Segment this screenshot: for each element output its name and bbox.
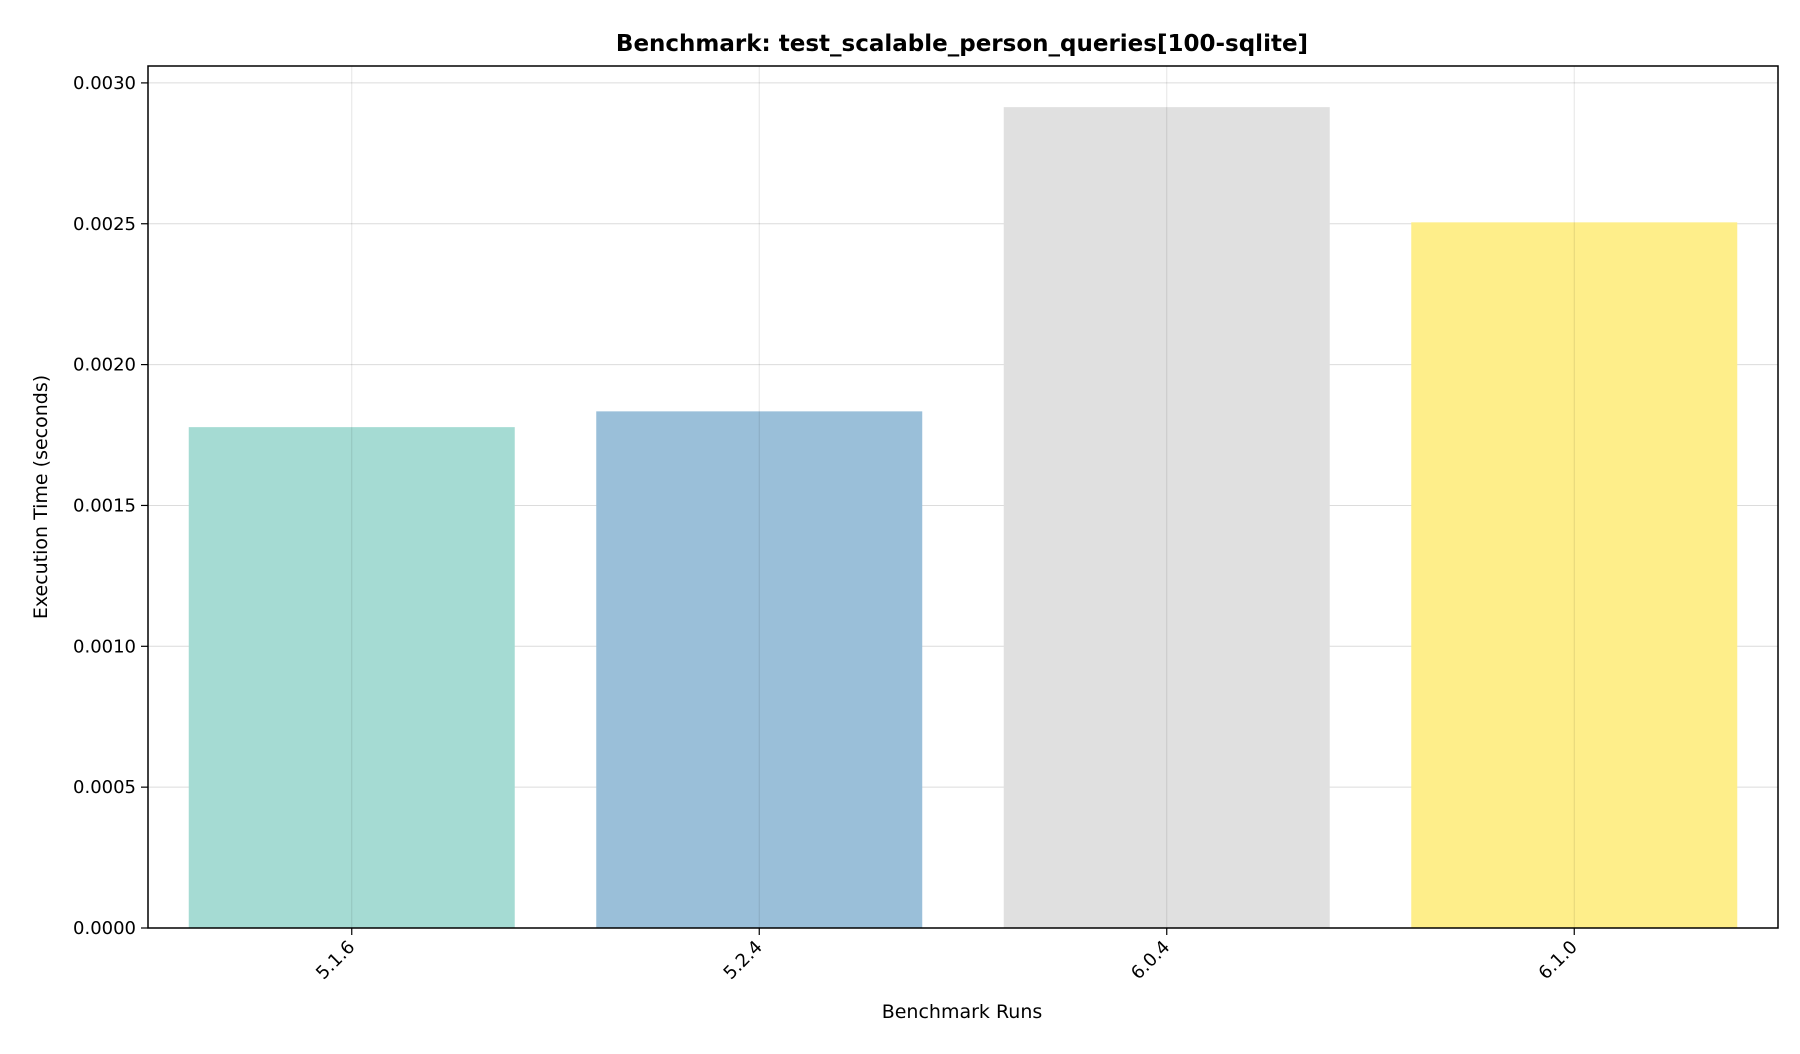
x-tick-label: 5.1.6: [312, 937, 359, 984]
x-axis-ticks: 5.1.6 5.2.4 6.0.4 6.1.0: [312, 928, 1582, 984]
x-axis-label: Benchmark Runs: [882, 1001, 1043, 1023]
plot-frame: [147, 65, 1779, 929]
bar-5-1-6: [188, 427, 515, 928]
y-tick-label: 0.0005: [73, 777, 136, 798]
x-tick-label: 6.1.0: [1535, 937, 1582, 984]
chart-title: Benchmark: test_scalable_person_queries[…: [616, 31, 1308, 57]
y-axis-ticks: 0.0000 0.0005 0.0010 0.0015 0.0020 0.0025 0.00…: [73, 73, 148, 939]
bar-6-0-4: [1003, 107, 1330, 928]
x-tick-label: 5.2.4: [720, 937, 767, 984]
bar-6-1-0: [1411, 222, 1738, 928]
y-tick-label: 0.0000: [73, 918, 136, 939]
y-tick-label: 0.0015: [73, 495, 136, 516]
y-axis-label: Execution Time (seconds): [30, 375, 52, 619]
y-tick-label: 0.0030: [73, 73, 136, 94]
y-tick-label: 0.0025: [73, 214, 136, 235]
y-tick-label: 0.0020: [73, 355, 136, 376]
bars: [188, 107, 1738, 928]
y-tick-label: 0.0010: [73, 636, 136, 657]
x-tick-label: 6.0.4: [1127, 937, 1174, 984]
bar-5-2-4: [596, 411, 923, 928]
vertical-grid-lines: [351, 66, 1575, 928]
